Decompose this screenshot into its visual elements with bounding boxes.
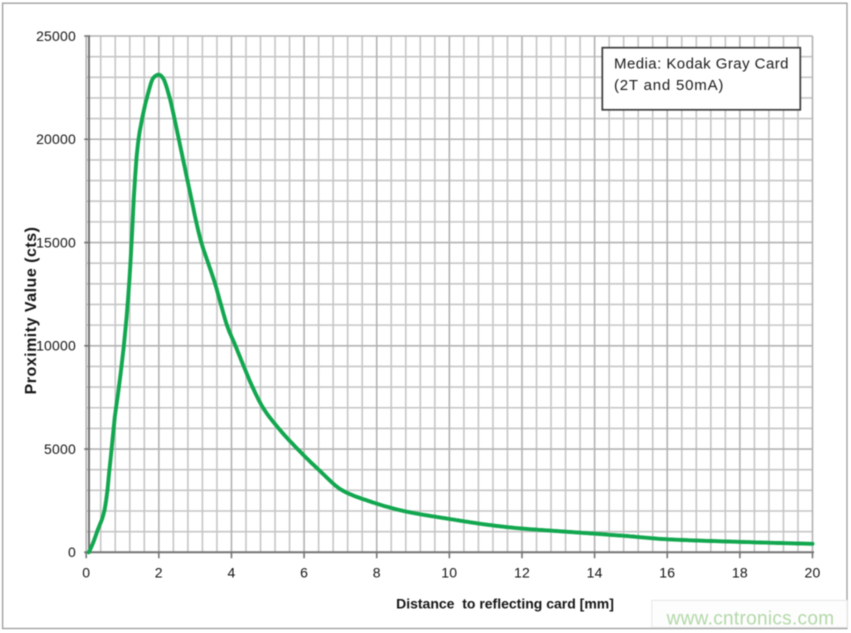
svg-text:Proximity Value (cts): Proximity Value (cts): [23, 227, 40, 395]
svg-text:15000: 15000: [36, 234, 76, 250]
svg-text:12: 12: [514, 565, 530, 581]
svg-text:16: 16: [659, 565, 675, 581]
svg-text:10000: 10000: [36, 338, 76, 354]
svg-text:(2T and 50mA): (2T and 50mA): [614, 77, 724, 94]
svg-text:5000: 5000: [44, 441, 76, 457]
svg-text:8: 8: [373, 565, 381, 581]
svg-text:25000: 25000: [36, 28, 76, 44]
svg-text:2: 2: [155, 565, 163, 581]
svg-text:14: 14: [587, 565, 603, 581]
svg-text:6: 6: [300, 565, 308, 581]
svg-text:20000: 20000: [36, 131, 76, 147]
svg-text:www.cntronics.com: www.cntronics.com: [666, 608, 835, 629]
svg-text:18: 18: [732, 565, 748, 581]
svg-text:Distance to reflecting card [: Distance to reflecting card [mm]: [396, 596, 614, 612]
svg-text:20: 20: [805, 565, 821, 581]
svg-text:0: 0: [82, 565, 90, 581]
svg-text:Media: Kodak Gray Card: Media: Kodak Gray Card: [614, 55, 789, 72]
svg-text:0: 0: [68, 544, 76, 560]
svg-text:10: 10: [441, 565, 457, 581]
svg-text:4: 4: [228, 565, 236, 581]
